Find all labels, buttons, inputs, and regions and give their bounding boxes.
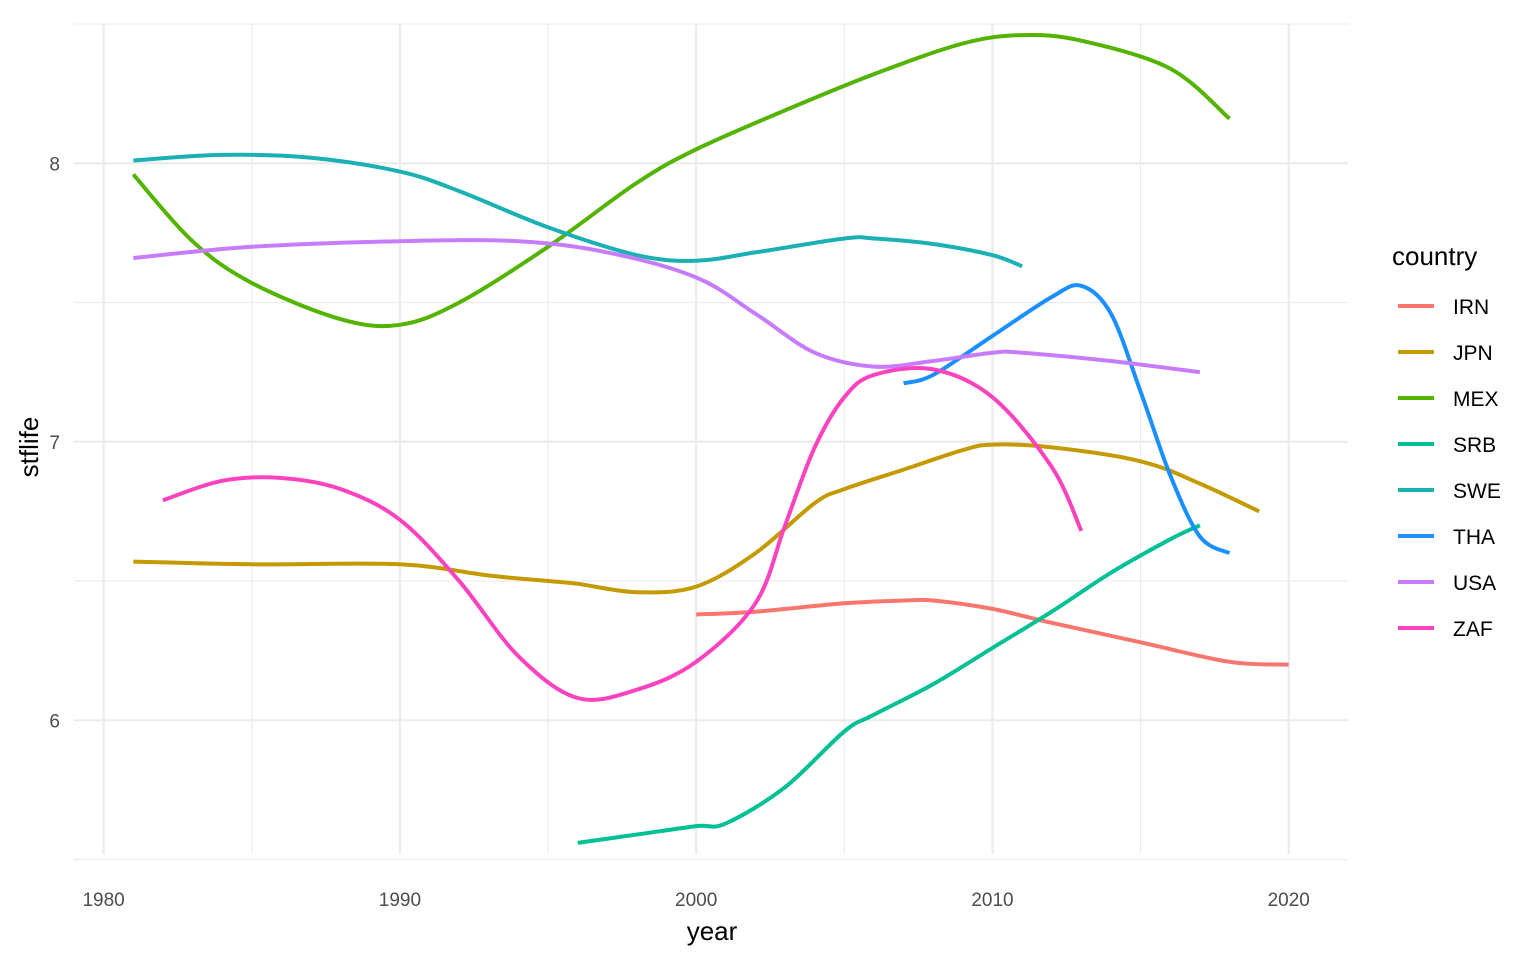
series-line-tha [903, 283, 1231, 556]
legend-label: MEX [1453, 388, 1499, 411]
series-line-mex [131, 32, 1231, 329]
legend-label: IRN [1453, 296, 1489, 319]
x-tick-label: 2010 [971, 890, 1013, 911]
series-line-jpn [133, 442, 1260, 595]
legend-item-irn: IRN [1398, 296, 1489, 319]
series-lines [131, 32, 1289, 845]
legend-item-mex: MEX [1398, 388, 1499, 411]
legend-title: country [1392, 241, 1477, 271]
x-tick-label: 1980 [82, 890, 124, 911]
legend-label: THA [1453, 526, 1495, 549]
x-axis-tick-labels: 1980 1990 2000 2010 2020 [82, 890, 1309, 911]
legend-label: SWE [1453, 480, 1501, 503]
y-tick-label: 8 [49, 154, 60, 175]
series-line-srb [577, 523, 1201, 845]
legend-item-srb: SRB [1398, 434, 1496, 457]
x-tick-label: 1990 [379, 890, 421, 911]
y-axis-tick-labels: 6 7 8 [49, 154, 60, 732]
y-tick-label: 7 [49, 433, 60, 454]
legend-item-usa: USA [1398, 572, 1496, 595]
legend-item-zaf: ZAF [1398, 618, 1493, 641]
series-line-swe [133, 152, 1023, 269]
series-line-usa [133, 238, 1201, 375]
series-line-irn [696, 597, 1289, 667]
legend-item-jpn: JPN [1398, 342, 1493, 365]
legend-label: JPN [1453, 342, 1493, 365]
legend-items: IRN JPN MEX SRB SWE THA USA ZAF [1398, 296, 1501, 641]
legend-item-tha: THA [1398, 526, 1495, 549]
y-axis-title: stflife [14, 417, 44, 478]
legend-label: SRB [1453, 434, 1496, 457]
legend-label: USA [1453, 572, 1496, 595]
x-tick-label: 2020 [1268, 890, 1310, 911]
x-tick-label: 2000 [675, 890, 717, 911]
legend-label: ZAF [1453, 618, 1493, 641]
legend-item-swe: SWE [1398, 480, 1501, 503]
legend: country IRN JPN MEX SRB SWE THA USA ZAF [1392, 241, 1501, 641]
series-line-zaf [162, 366, 1084, 702]
x-axis-title: year [687, 916, 738, 946]
y-tick-label: 6 [49, 711, 60, 732]
